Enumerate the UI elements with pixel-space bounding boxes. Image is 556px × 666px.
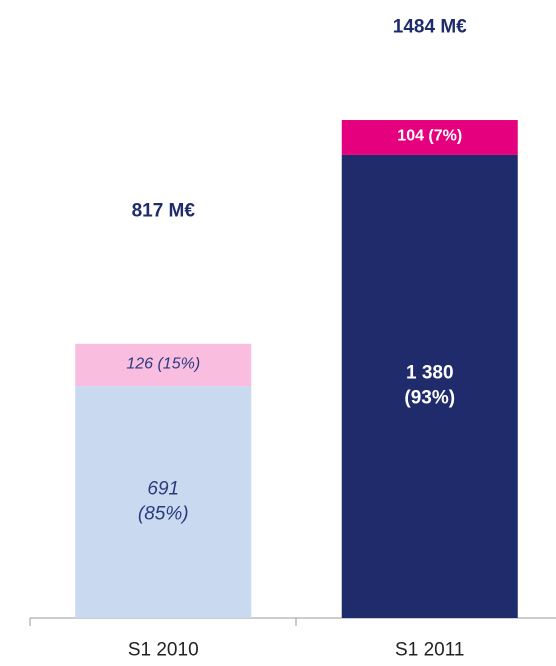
bar-segment bbox=[75, 343, 252, 387]
data-label: 104 (7%) bbox=[397, 128, 463, 146]
data-label: 126 (15%) bbox=[126, 355, 201, 373]
bar-segment bbox=[75, 386, 252, 618]
data-label: 1 380 (93%) bbox=[404, 362, 456, 409]
bar-segment bbox=[341, 120, 518, 155]
data-label: 691 (85%) bbox=[137, 478, 189, 525]
x-tick-label: S1 2011 bbox=[395, 639, 465, 661]
total-label: 817 M€ bbox=[131, 200, 195, 222]
total-label: 1484 M€ bbox=[392, 16, 467, 38]
bar-segment bbox=[341, 154, 518, 618]
x-tick-label: S1 2010 bbox=[127, 639, 199, 661]
